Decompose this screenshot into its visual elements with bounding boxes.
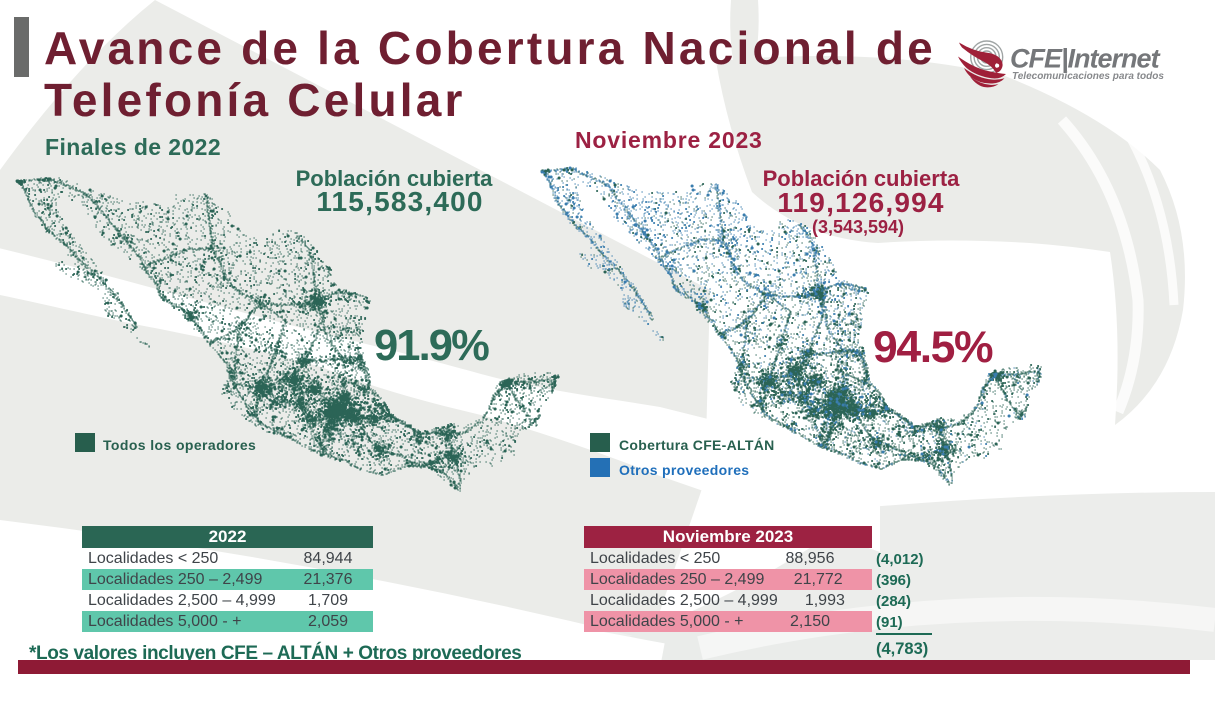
svg-text:Telecomunicaciones para todos: Telecomunicaciones para todos <box>1012 71 1164 82</box>
svg-text:CFE|Internet: CFE|Internet <box>1010 44 1161 74</box>
